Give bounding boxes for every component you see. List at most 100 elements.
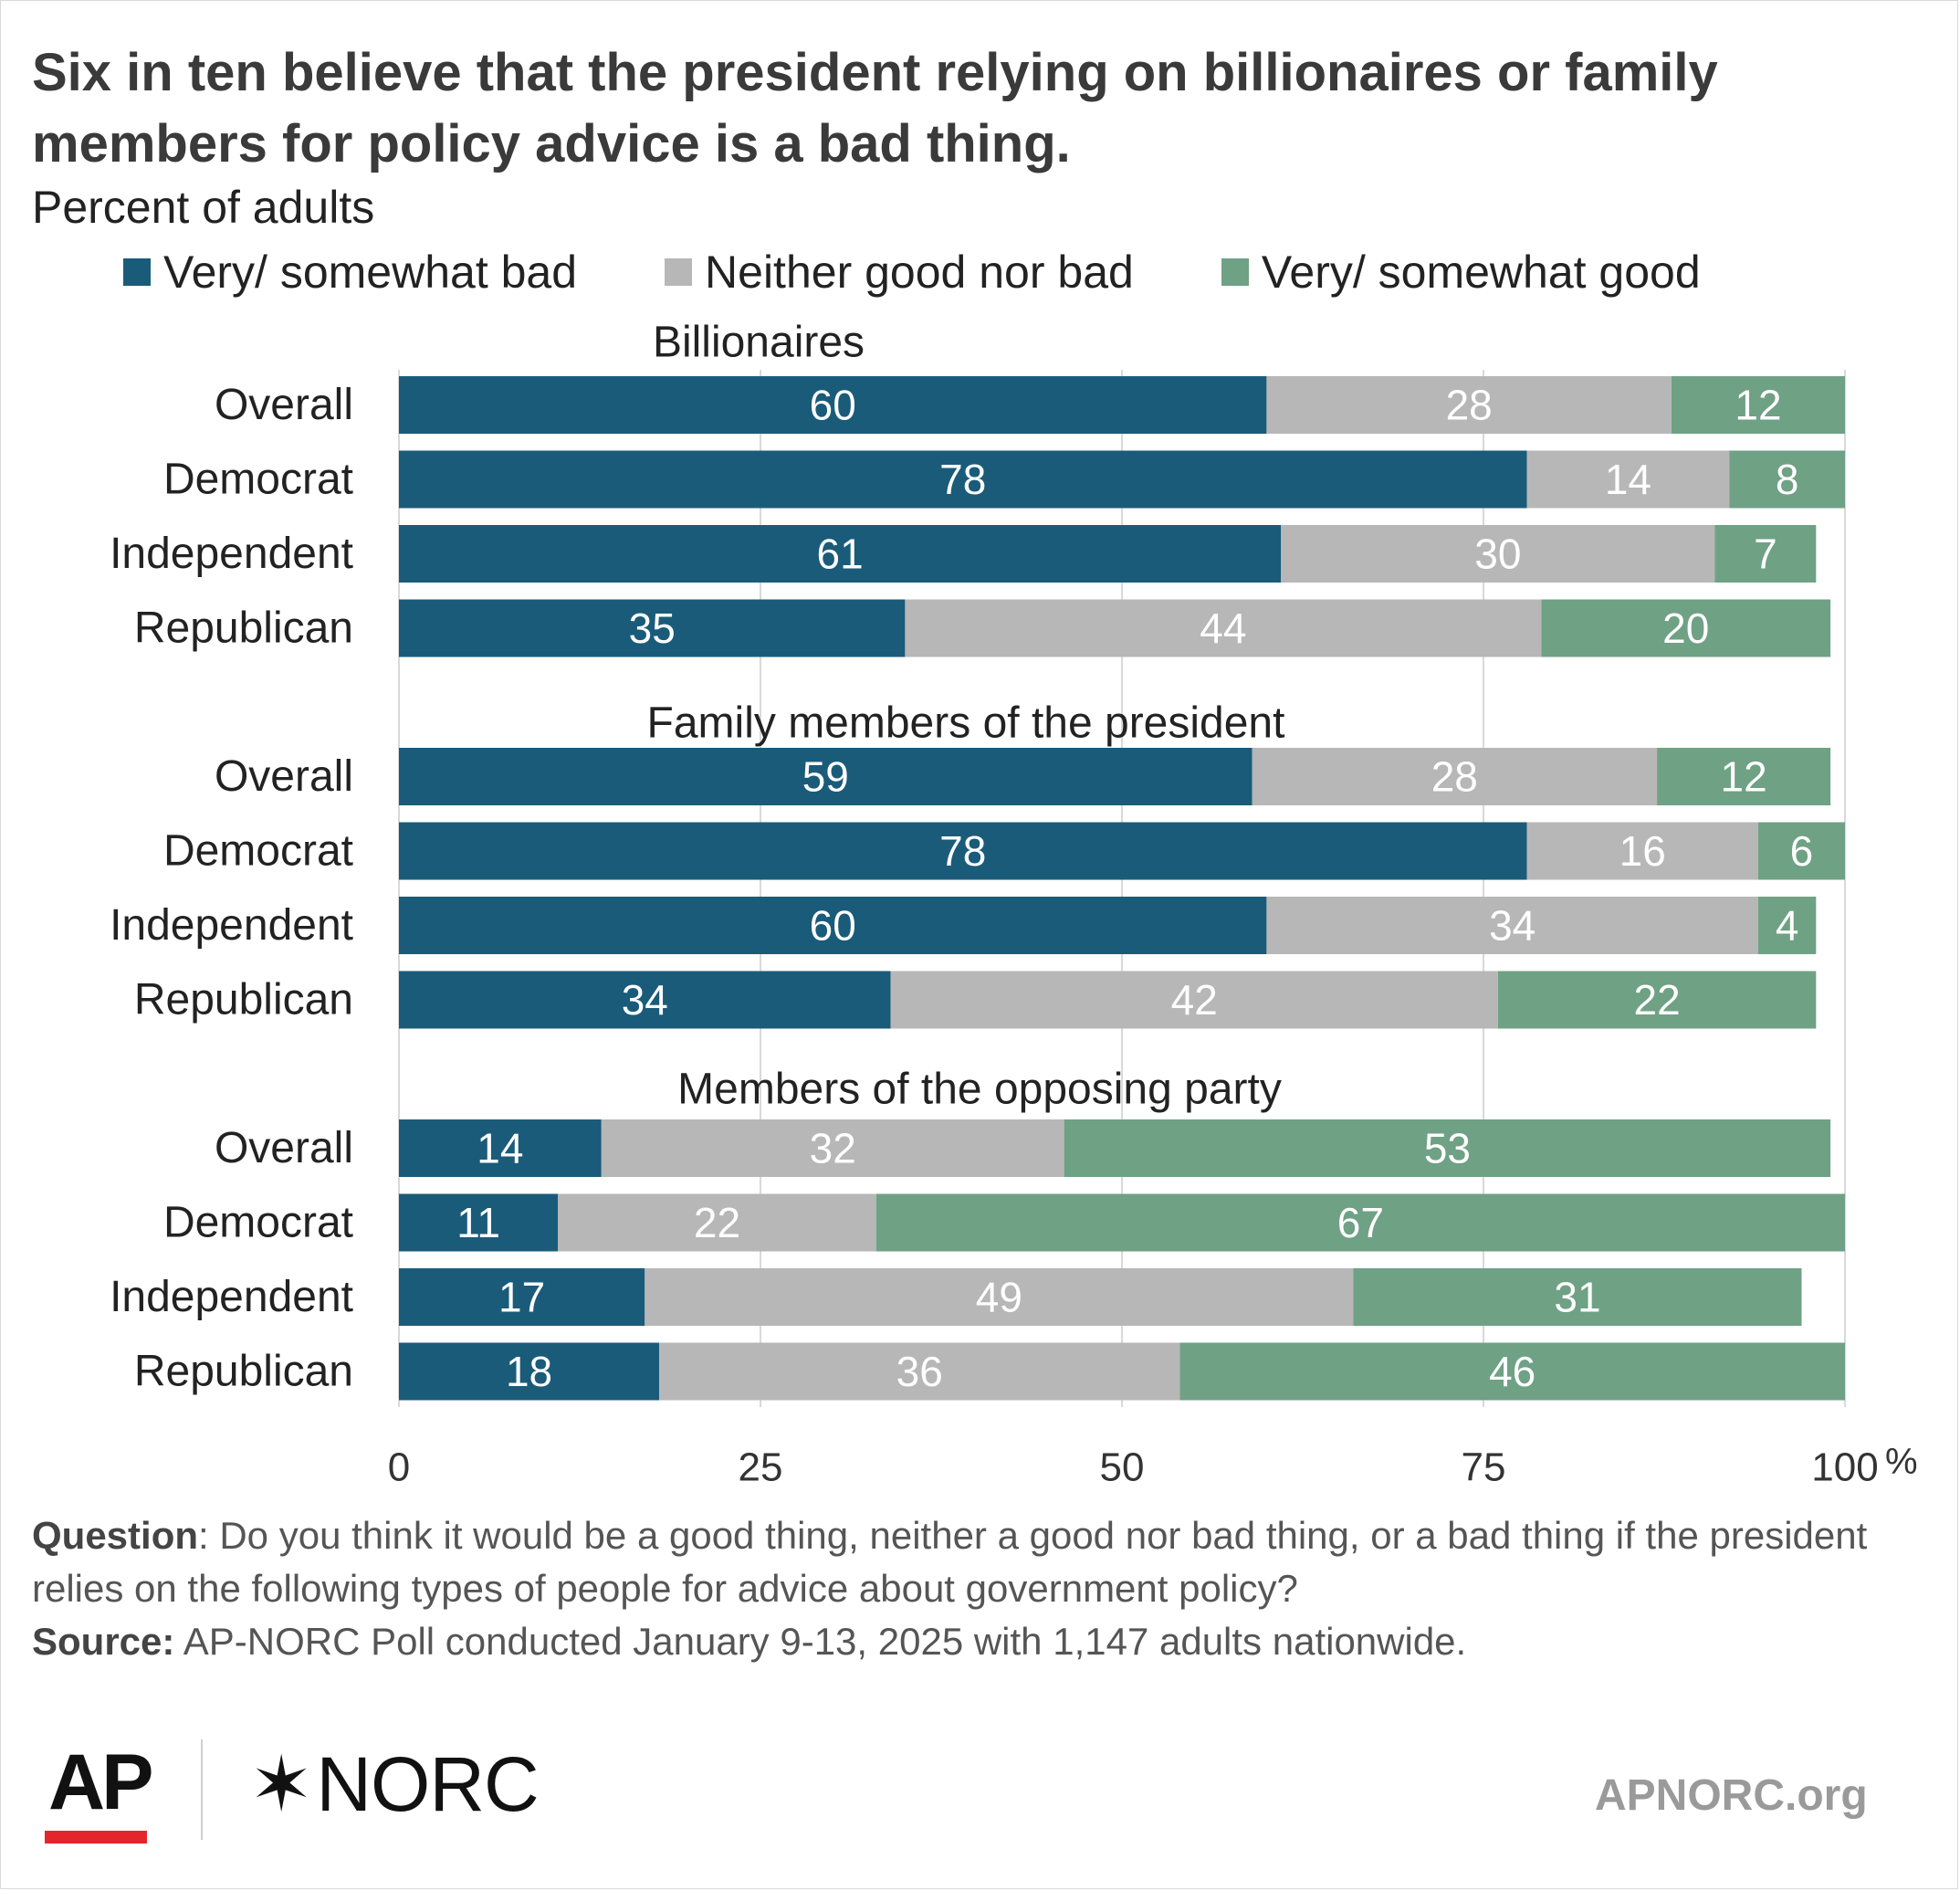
data-label: 78 <box>939 456 986 503</box>
data-label: 7 <box>1754 531 1777 578</box>
bar-segment <box>1526 450 1730 509</box>
bar-segment <box>659 1342 1180 1401</box>
category-label: Independent <box>110 530 353 578</box>
bar-segment <box>890 971 1498 1029</box>
data-label: 60 <box>810 382 856 429</box>
bar-segment <box>1497 971 1817 1029</box>
source-label: Source: <box>32 1620 175 1663</box>
category-label: Republican <box>134 604 353 653</box>
group-title: Members of the opposing party <box>677 1066 1282 1114</box>
question-text: : Do you think it would be a good thing,… <box>32 1514 1868 1610</box>
data-label: 35 <box>629 604 676 652</box>
source-text: AP-NORC Poll conducted January 9-13, 202… <box>174 1620 1467 1663</box>
category-label: Overall <box>215 381 353 429</box>
data-label: 44 <box>1200 604 1246 652</box>
bar-segment <box>399 822 1527 880</box>
category-label: Democrat <box>163 456 353 504</box>
bar-segment <box>399 1119 602 1177</box>
site-url: APNORC.org <box>1595 1771 1868 1820</box>
bar-segment <box>1526 822 1758 880</box>
bar-segment <box>399 1193 559 1252</box>
bar-segment <box>1266 376 1672 434</box>
bar-segment <box>905 599 1542 657</box>
data-label: 28 <box>1446 382 1493 429</box>
data-label: 14 <box>477 1125 523 1172</box>
data-label: 49 <box>976 1274 1022 1321</box>
category-label: Democrat <box>163 827 353 876</box>
category-label: Independent <box>110 1273 353 1321</box>
question-note: Question: Do you think it would be a goo… <box>32 1509 1931 1615</box>
data-label: 22 <box>1633 976 1680 1024</box>
data-label: 30 <box>1474 531 1521 578</box>
bar-segment <box>558 1193 876 1252</box>
bar-segment <box>1266 897 1758 954</box>
legend-item-bad: Very/ somewhat bad <box>123 245 577 299</box>
x-axis-unit: % <box>1885 1442 1918 1482</box>
group-title: Family members of the president <box>647 699 1285 748</box>
bar-segment <box>399 897 1267 954</box>
x-tick-label: 25 <box>739 1445 783 1490</box>
x-tick-label: 0 <box>388 1445 410 1490</box>
data-label: 78 <box>939 827 986 875</box>
data-label: 18 <box>506 1348 552 1395</box>
data-label: 36 <box>896 1348 943 1395</box>
legend-swatch-good <box>1221 258 1249 286</box>
data-label: 59 <box>802 753 849 801</box>
data-label: 28 <box>1431 753 1478 801</box>
ap-logo: AP <box>48 1739 153 1826</box>
data-label: 31 <box>1554 1274 1600 1321</box>
data-label: 14 <box>1605 456 1651 503</box>
data-label: 22 <box>694 1199 740 1246</box>
bar-segment <box>875 1193 1845 1252</box>
data-label: 67 <box>1337 1199 1384 1246</box>
legend: Very/ somewhat bad Neither good nor bad … <box>123 244 1701 300</box>
data-label: 12 <box>1721 753 1767 801</box>
data-label: 42 <box>1171 976 1218 1024</box>
chart-subtitle: Percent of adults <box>32 182 375 233</box>
bar-segment <box>399 376 1267 434</box>
chart-title: Six in ten believe that the president re… <box>32 43 1718 173</box>
legend-swatch-neither <box>665 258 693 286</box>
data-label: 32 <box>810 1125 856 1172</box>
category-label: Independent <box>110 901 353 950</box>
bar-segment <box>1281 525 1715 583</box>
data-label: 16 <box>1619 827 1666 875</box>
legend-item-neither: Neither good nor bad <box>665 245 1134 299</box>
legend-label-bad: Very/ somewhat bad <box>163 247 578 298</box>
category-label: Democrat <box>163 1199 353 1247</box>
x-tick-label: 75 <box>1462 1445 1506 1490</box>
bar-segment <box>1541 599 1831 657</box>
bar-segment <box>1064 1119 1831 1177</box>
bar-segment <box>1757 897 1817 954</box>
category-label: Republican <box>134 976 353 1024</box>
data-label: 4 <box>1776 902 1799 950</box>
bar-segment <box>399 971 891 1029</box>
bar-segment <box>1252 748 1658 805</box>
bar-segment <box>399 748 1253 805</box>
source-note: Source: AP-NORC Poll conducted January 9… <box>32 1615 1931 1668</box>
bar-segment <box>1714 525 1817 583</box>
bar-segment <box>399 450 1527 509</box>
category-label: Republican <box>134 1348 353 1396</box>
x-tick-label: 50 <box>1100 1445 1145 1490</box>
bar-segment <box>1757 822 1845 880</box>
norc-logo: ✶NORC <box>249 1741 540 1827</box>
bar-segment <box>1729 450 1845 509</box>
legend-label-neither: Neither good nor bad <box>705 247 1134 298</box>
data-label: 46 <box>1489 1348 1536 1395</box>
bar-segment <box>399 1268 645 1326</box>
data-label: 60 <box>810 902 856 950</box>
bar-segment <box>601 1119 1064 1177</box>
logo-bar: AP ✶NORC APNORC.org <box>1 1718 1959 1864</box>
group-title: Billionaires <box>653 319 865 367</box>
legend-label-good: Very/ somewhat good <box>1261 247 1701 298</box>
norc-wordmark: NORC <box>316 1741 539 1827</box>
bar-segment <box>1657 748 1831 805</box>
bar-segment <box>1179 1342 1845 1401</box>
data-label: 17 <box>498 1274 545 1321</box>
data-label: 6 <box>1790 827 1814 875</box>
data-label: 61 <box>817 531 864 578</box>
bar-segment <box>1671 376 1845 434</box>
